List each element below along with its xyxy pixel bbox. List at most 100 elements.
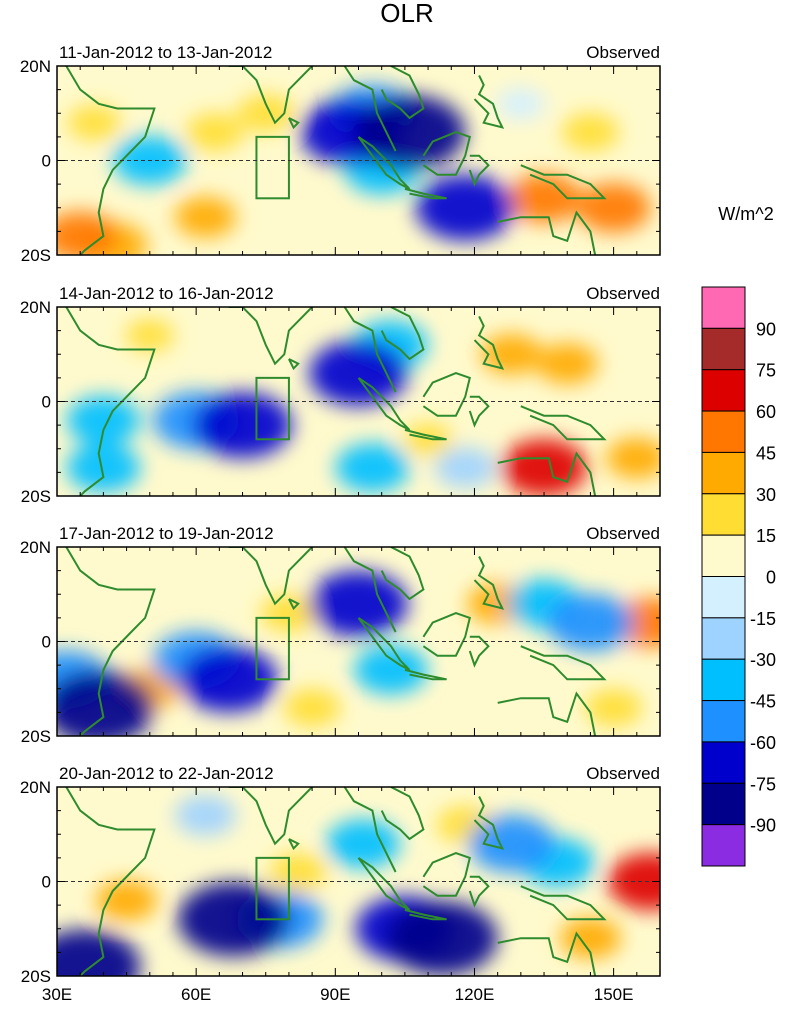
panel-label: Observed [586, 43, 660, 62]
colorbar-swatch [701, 576, 746, 619]
x-tick-label: 120E [455, 985, 495, 1004]
panel-label: Observed [586, 764, 660, 783]
colorbar-label: -45 [750, 692, 776, 712]
olr-anomaly-cell [507, 173, 581, 223]
coastline [380, 787, 425, 841]
coastline [422, 131, 471, 176]
coastline [357, 136, 411, 190]
olr-anomaly-cell [57, 670, 155, 736]
colorbar-swatch [701, 410, 746, 453]
coastline [357, 857, 411, 911]
olr-anomaly-cell [547, 593, 634, 652]
region-box [255, 616, 290, 681]
coastline [288, 117, 300, 130]
coastline [343, 787, 397, 873]
olr-anomaly-cell [95, 880, 158, 921]
coastline [422, 612, 471, 657]
olr-anomaly-cell [559, 917, 622, 959]
colorbar-label: 45 [756, 443, 776, 463]
panel-period: 20-Jan-2012 to 22-Jan-2012 [59, 764, 274, 783]
colorbar-swatch [701, 327, 746, 371]
olr-anomaly-cell [174, 794, 237, 836]
colorbar-label: 15 [756, 526, 776, 546]
olr-anomaly-cell [309, 570, 408, 637]
colorbar-swatch [701, 700, 746, 743]
olr-anomaly-cell [354, 645, 428, 695]
panel-label: Observed [586, 524, 660, 543]
olr-anomaly-cell [57, 929, 141, 976]
olr-anomaly-cell [186, 113, 244, 152]
olr-panel: 17-Jan-2012 to 19-Jan-2012 Observed 20N 0 20… [20, 524, 661, 746]
coastline [343, 547, 397, 633]
coastline [404, 187, 447, 200]
olr-panel: 14-Jan-2012 to 16-Jan-2012 Observed 20N 0 20… [20, 284, 661, 506]
coastline [228, 547, 313, 606]
olr-anomaly-cell [335, 443, 410, 493]
region-box [255, 856, 290, 921]
coastline [473, 556, 505, 610]
coastline [404, 428, 447, 441]
olr-anomaly-cell [561, 113, 619, 152]
olr-anomaly-cell [66, 443, 141, 493]
coastline [497, 691, 597, 736]
y-tick-label: 0 [42, 393, 51, 412]
chart-title: OLR [380, 0, 433, 28]
coastline [65, 547, 156, 736]
colorbar-swatch [701, 493, 746, 536]
colorbar-swatch [701, 369, 746, 412]
coastline [473, 796, 505, 850]
coastline [228, 307, 313, 366]
olr-anomaly-cell [468, 814, 555, 873]
colorbar-swatch [701, 534, 746, 578]
region-box [255, 135, 290, 200]
coastline [65, 66, 156, 255]
olr-anomaly-cell [309, 340, 408, 407]
coastline [473, 75, 505, 129]
coastline [422, 852, 471, 897]
panels: 11-Jan-2012 to 13-Jan-2012 Observed 20N 0 20… [20, 43, 661, 1004]
colorbar-label: 0 [766, 568, 776, 588]
y-tick-label: 20S [21, 727, 51, 746]
olr-anomaly-cell [179, 646, 279, 713]
coastline [380, 547, 425, 601]
olr-anomaly-cell [353, 94, 466, 170]
colorbar-swatch [701, 741, 746, 784]
y-tick-label: 20N [20, 538, 51, 557]
olr-anomaly-cell [177, 882, 290, 957]
olr-anomaly-cell [67, 105, 121, 141]
panel-period: 11-Jan-2012 to 13-Jan-2012 [59, 43, 272, 62]
olr-anomaly-cell [125, 319, 175, 352]
coastline [380, 66, 425, 120]
units-label: W/m^2 [718, 204, 773, 224]
coastline [497, 210, 597, 255]
coastline [380, 307, 425, 361]
olr-anomaly-cell [536, 343, 598, 385]
colorbar: -90 -75 -60 -45 -30 -15 0 15 30 45 60 75 90 [701, 286, 776, 867]
coastline [468, 875, 490, 908]
coastline [404, 908, 447, 921]
coastline [343, 66, 397, 152]
coastline [357, 377, 411, 431]
coastline [422, 372, 471, 417]
olr-anomaly-cell [434, 447, 496, 489]
colorbar-swatch [701, 286, 746, 329]
coastline [343, 307, 397, 393]
olr-anomaly-cell [386, 901, 498, 976]
colorbar-label: -90 [750, 816, 776, 836]
colorbar-swatch [701, 824, 746, 867]
coastline [65, 307, 156, 496]
y-tick-label: 20N [20, 778, 51, 797]
colorbar-label: -15 [750, 609, 776, 629]
coastline [357, 617, 411, 671]
colorbar-label: -60 [750, 733, 776, 753]
olr-anomaly-cell [415, 174, 515, 241]
coastline [520, 164, 607, 200]
y-tick-label: 0 [42, 633, 51, 652]
y-tick-label: 20N [20, 298, 51, 317]
coastline [497, 451, 597, 496]
colorbar-swatch [701, 658, 746, 702]
coastline [404, 668, 447, 681]
y-tick-label: 20N [20, 57, 51, 76]
coastline [497, 931, 597, 976]
